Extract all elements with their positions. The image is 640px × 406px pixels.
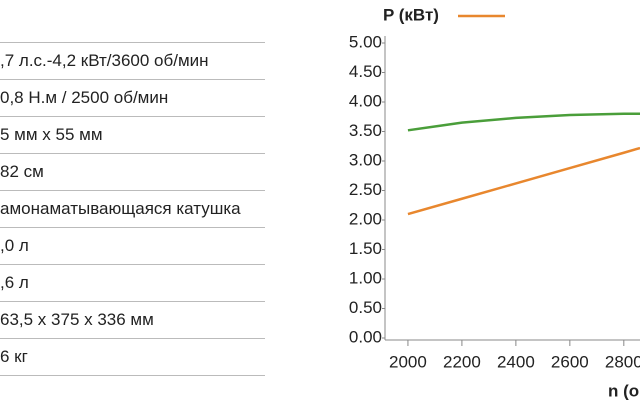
legend-label: P (кВт)	[383, 5, 439, 24]
y-tick-label: 2.50	[349, 180, 382, 199]
y-tick-label: 2.00	[349, 209, 382, 228]
x-axis-label: n (о	[608, 381, 639, 400]
spec-row: ,6 л	[0, 265, 265, 302]
spec-row: 0,8 Н.м / 2500 об/мин	[0, 80, 265, 117]
spec-table: ,7 л.с.-4,2 кВт/3600 об/мин 0,8 Н.м / 250…	[0, 42, 265, 376]
spec-row: амонаматывающаяся катушка	[0, 191, 265, 228]
spec-row: 63,5 x 375 x 336 мм	[0, 302, 265, 339]
spec-row: 82 см	[0, 154, 265, 191]
series-line	[407, 112, 640, 132]
y-tick-label: 3.00	[349, 150, 382, 169]
x-tick-label: 2000	[389, 352, 427, 371]
spec-row: ,7 л.с.-4,2 кВт/3600 об/мин	[0, 42, 265, 80]
spec-row: 5 мм x 55 мм	[0, 117, 265, 154]
spec-row: ,0 л	[0, 228, 265, 265]
spec-row: 6 кг	[0, 339, 265, 376]
y-tick-label: 4.50	[349, 62, 382, 81]
y-tick-label: 1.00	[349, 268, 382, 287]
x-tick-label: 2400	[497, 352, 535, 371]
y-tick-label: 4.00	[349, 91, 382, 110]
y-tick-label: 5.00	[349, 32, 382, 51]
y-tick-label: 0.50	[349, 298, 382, 317]
x-tick-label: 2200	[443, 352, 481, 371]
y-tick-label: 0.00	[349, 327, 382, 346]
y-tick-label: 3.50	[349, 121, 382, 140]
y-tick-label: 1.50	[349, 239, 382, 258]
x-tick-label: 2800	[605, 352, 640, 371]
series-line	[407, 146, 640, 216]
x-tick-label: 2600	[551, 352, 589, 371]
